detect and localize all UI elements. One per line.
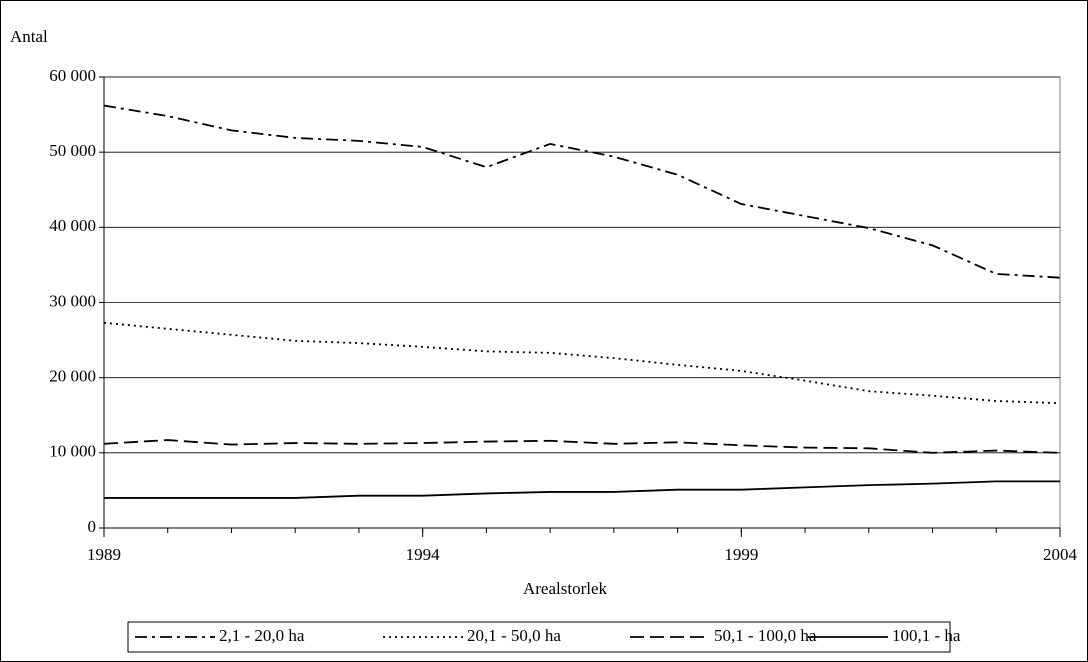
y-tick-label: 60 000 [49,66,96,85]
x-tick-label: 1989 [87,545,121,564]
x-tick-label: 1999 [724,545,758,564]
legend-label: 20,1 - 50,0 ha [467,626,561,645]
x-tick-label: 1994 [406,545,441,564]
legend-label: 2,1 - 20,0 ha [219,626,305,645]
x-tick-label: 2004 [1043,545,1078,564]
x-axis-label: Arealstorlek [523,579,608,598]
y-tick-label: 30 000 [49,291,96,310]
legend-label: 100,1 - ha [892,626,961,645]
y-tick-label: 40 000 [49,216,96,235]
series-line [103,104,1061,279]
y-tick-label: 0 [88,517,97,536]
y-tick-label: 50 000 [49,141,96,160]
legend-label: 50,1 - 100,0 ha [714,626,817,645]
y-tick-label: 10 000 [49,442,96,461]
y-tick-label: 20 000 [49,367,96,386]
y-axis-label: Antal [10,27,48,46]
series-line [104,480,1060,499]
